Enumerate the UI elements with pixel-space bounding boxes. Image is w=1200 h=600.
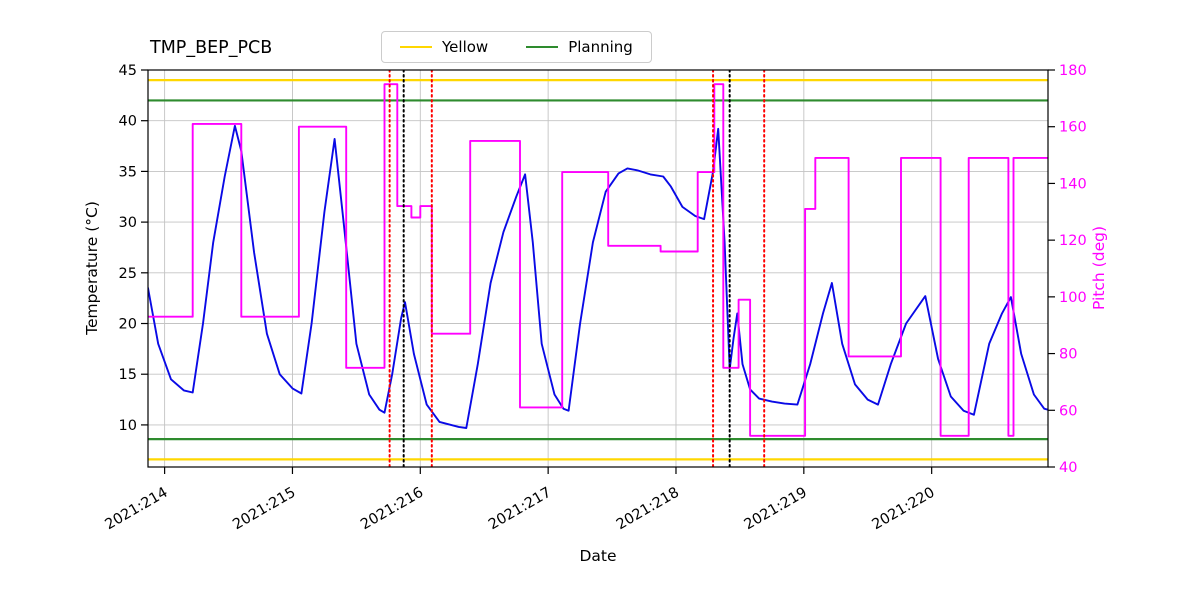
chart-title: TMP_BEP_PCB [149, 38, 272, 58]
svg-text:120: 120 [1059, 233, 1087, 249]
y-axis-label-right: Pitch (deg) [1090, 226, 1108, 310]
svg-text:2021:214: 2021:214 [102, 485, 170, 534]
tick-marks-and-labels: 10 15 20 25 30 35 40 45 40 60 80 100 120 140 160 180 202… [102, 63, 1086, 533]
svg-text:2021:216: 2021:216 [358, 485, 426, 534]
svg-text:2021:218: 2021:218 [614, 485, 682, 534]
svg-text:2021:219: 2021:219 [742, 485, 810, 534]
legend: Yellow Planning [381, 31, 652, 63]
svg-text:10: 10 [119, 418, 137, 434]
svg-text:35: 35 [119, 164, 137, 180]
svg-text:180: 180 [1059, 63, 1087, 79]
grid-lines [148, 69, 1048, 467]
svg-text:60: 60 [1059, 403, 1077, 419]
planning-line-swatch [526, 46, 559, 48]
svg-text:140: 140 [1059, 176, 1087, 192]
y-axis-label-left: Temperature (°C) [83, 201, 101, 336]
svg-text:25: 25 [119, 266, 137, 282]
legend-item-planning: Planning [526, 38, 633, 56]
legend-item-yellow: Yellow [400, 38, 488, 56]
x-axis-label: Date [579, 547, 616, 565]
limit-lines [148, 79, 1048, 461]
legend-label-planning: Planning [568, 38, 633, 56]
svg-text:2021:217: 2021:217 [486, 485, 554, 534]
svg-text:160: 160 [1059, 120, 1087, 136]
svg-text:2021:215: 2021:215 [230, 485, 298, 534]
series-pitch [148, 83, 1048, 437]
svg-text:80: 80 [1059, 347, 1077, 363]
event-lines [388, 70, 766, 467]
svg-text:100: 100 [1059, 290, 1087, 306]
svg-text:2021:220: 2021:220 [870, 485, 938, 534]
series-temperature [148, 124, 1048, 429]
axes-spines [147, 69, 1049, 468]
svg-text:20: 20 [119, 317, 137, 333]
legend-label-yellow: Yellow [442, 38, 489, 56]
svg-text:40: 40 [119, 114, 137, 130]
svg-text:15: 15 [119, 367, 137, 383]
svg-text:30: 30 [119, 215, 137, 231]
svg-text:45: 45 [119, 63, 137, 79]
yellow-line-swatch [400, 46, 432, 48]
svg-text:40: 40 [1059, 460, 1077, 476]
data-series [148, 83, 1048, 437]
